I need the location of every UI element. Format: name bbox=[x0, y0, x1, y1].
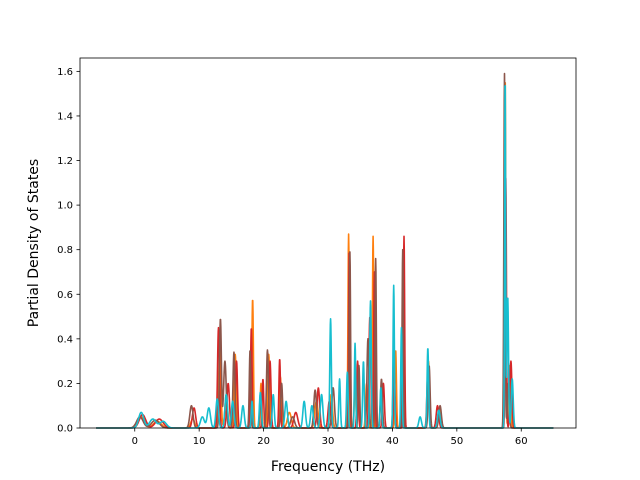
x-axis-label: Frequency (THz) bbox=[271, 459, 385, 475]
y-axis-label: Partial Density of States bbox=[26, 159, 42, 327]
x-tick-label: 60 bbox=[515, 436, 528, 447]
y-tick-label: 0.0 bbox=[57, 424, 73, 435]
x-tick-label: 0 bbox=[132, 436, 138, 447]
x-tick-label: 20 bbox=[257, 436, 270, 447]
y-tick-label: 0.2 bbox=[57, 379, 73, 390]
x-axis: 0 10 20 30 40 50 60 bbox=[132, 428, 528, 447]
x-tick-label: 50 bbox=[450, 436, 463, 447]
x-tick-label: 30 bbox=[322, 436, 335, 447]
x-tick-label: 10 bbox=[193, 436, 206, 447]
y-tick-label: 1.4 bbox=[57, 111, 73, 122]
y-tick-label: 1.6 bbox=[57, 67, 73, 78]
y-tick-label: 1.2 bbox=[57, 156, 73, 167]
y-tick-label: 0.4 bbox=[57, 334, 73, 345]
y-tick-label: 1.0 bbox=[57, 201, 73, 212]
y-tick-label: 0.8 bbox=[57, 245, 73, 256]
y-tick-label: 0.6 bbox=[57, 290, 73, 301]
x-tick-label: 40 bbox=[386, 436, 399, 447]
y-axis: 0.0 0.2 0.4 0.6 0.8 1.0 1.2 1.4 1.6 bbox=[57, 67, 80, 435]
